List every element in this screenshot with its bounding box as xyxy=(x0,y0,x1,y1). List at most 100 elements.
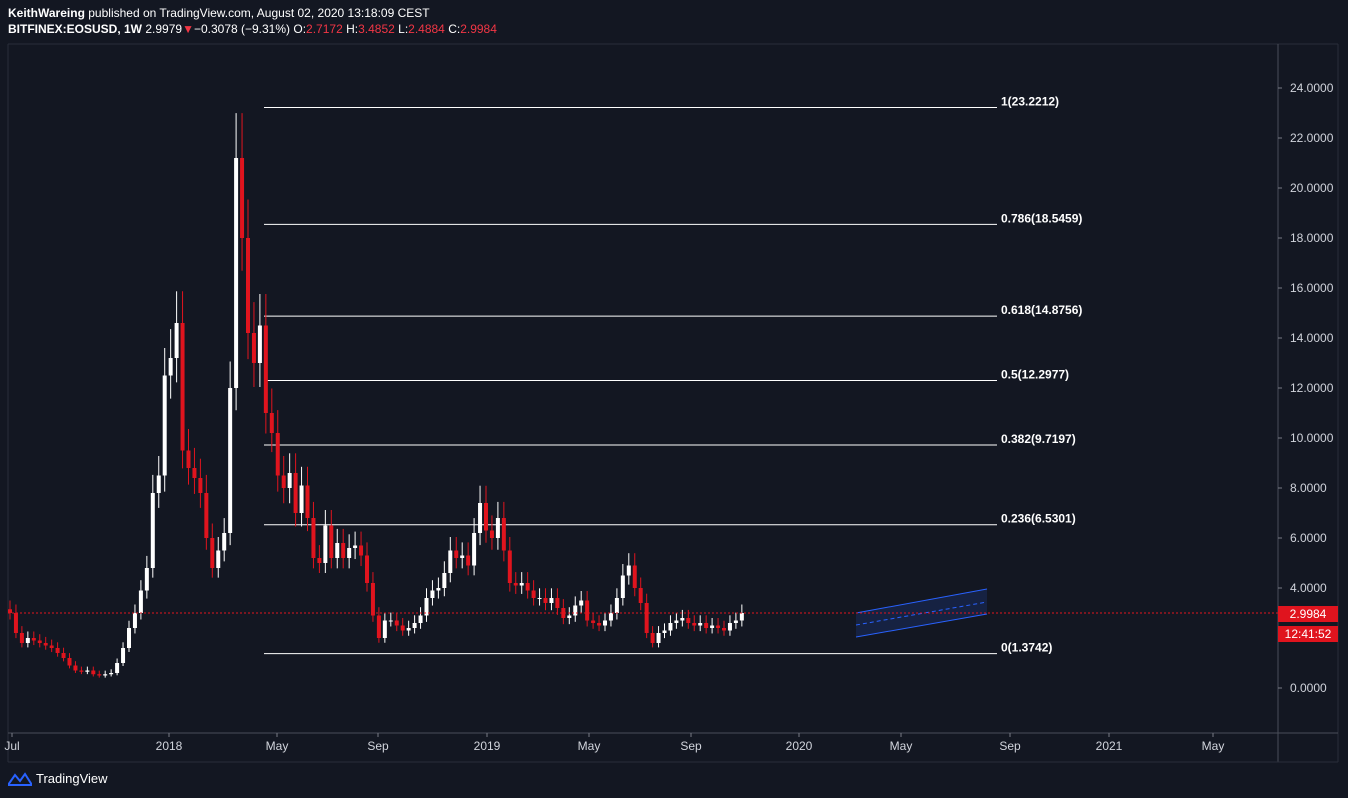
y-tick-label: 18.0000 xyxy=(1290,231,1334,245)
symbol-legend: BITFINEX:EOSUSD, 1W 2.9979▼−0.3078 (−9.3… xyxy=(8,22,497,36)
candle-body xyxy=(507,550,512,583)
fib-level-label: 0.786(18.5459) xyxy=(1001,211,1082,225)
time-axis[interactable]: Jul 2018 May Sep 2019 May Sep 2020 May Sep 2021 May xyxy=(4,733,1224,753)
candle-body xyxy=(650,633,655,643)
candle-body xyxy=(269,413,274,433)
down-arrow-icon: ▼ xyxy=(182,22,194,36)
candle-body xyxy=(150,493,155,568)
high-value: 3.4852 xyxy=(358,22,395,36)
candle-body xyxy=(323,525,328,563)
candle-body xyxy=(519,583,524,586)
x-tick-label: Sep xyxy=(367,739,389,753)
candle-body xyxy=(698,623,703,626)
candlestick-series xyxy=(8,113,744,678)
candle-body xyxy=(501,518,506,551)
x-tick-label: 2021 xyxy=(1096,739,1123,753)
candle-body xyxy=(19,633,24,643)
last-price-tag: 2.9984 xyxy=(1278,606,1338,622)
candle-body xyxy=(67,658,72,666)
y-tick-label: 0.0000 xyxy=(1290,681,1327,695)
y-tick-label: 6.0000 xyxy=(1290,531,1327,545)
candle-body xyxy=(668,623,673,631)
candle-body xyxy=(257,325,262,363)
candle-body xyxy=(662,630,667,633)
candle-body xyxy=(335,543,340,558)
candle-body xyxy=(543,598,548,603)
candle-body xyxy=(299,485,304,513)
candle-body xyxy=(727,623,732,631)
candle-body xyxy=(656,633,661,643)
candle-body xyxy=(608,613,613,621)
candle-body xyxy=(394,620,399,626)
candle-body xyxy=(484,503,488,531)
y-tick-label: 24.0000 xyxy=(1290,81,1334,95)
candle-body xyxy=(192,468,197,478)
candle-body xyxy=(186,450,191,468)
candle-body xyxy=(127,628,131,648)
candle-body xyxy=(162,375,167,476)
y-tick-label: 22.0000 xyxy=(1290,131,1334,145)
candle-body xyxy=(531,590,536,598)
author-name[interactable]: KeithWareing xyxy=(8,6,85,20)
channel-lower-line[interactable] xyxy=(855,613,988,638)
candle-body xyxy=(620,575,625,598)
candle-body xyxy=(513,583,518,586)
candle-body xyxy=(376,615,381,638)
candle-body xyxy=(198,478,203,493)
high-label: H: xyxy=(346,22,359,36)
candle-body xyxy=(347,548,352,558)
candle-body xyxy=(585,600,590,621)
candle-body xyxy=(222,533,227,551)
fibonacci-retracement[interactable]: 1(23.2212) 0.786(18.5459) 0.618(14.8756) 0.… xyxy=(264,94,1082,655)
candle-body xyxy=(156,475,161,493)
last-price: 2.9979 xyxy=(145,22,183,36)
countdown-tag: 12:41:52 xyxy=(1278,626,1338,642)
candle-body xyxy=(115,663,120,673)
candle-body xyxy=(49,645,54,648)
candle-body xyxy=(454,550,459,558)
candle-body xyxy=(341,543,346,558)
x-tick-label: Sep xyxy=(999,739,1021,753)
y-tick-label: 20.0000 xyxy=(1290,181,1334,195)
candle-body xyxy=(412,623,417,628)
candle-body xyxy=(55,648,60,653)
open-label: O: xyxy=(293,22,307,36)
y-tick-label: 12.0000 xyxy=(1290,381,1334,395)
candle-body xyxy=(204,493,209,538)
candle-body xyxy=(370,583,375,616)
open-value: 2.7172 xyxy=(306,22,343,36)
y-tick-label: 16.0000 xyxy=(1290,281,1334,295)
candle-body xyxy=(448,550,453,573)
candle-body xyxy=(722,628,726,631)
candle-body xyxy=(8,609,12,613)
channel-upper-line[interactable] xyxy=(855,588,988,614)
candle-body xyxy=(234,158,239,388)
candle-body xyxy=(109,673,114,675)
low-label: L: xyxy=(398,22,409,36)
candle-body xyxy=(305,485,310,518)
candle-body xyxy=(442,573,447,588)
candle-body xyxy=(591,620,596,623)
candle-body xyxy=(97,674,102,676)
price-axis[interactable]: 24.0000 22.0000 20.0000 18.0000 16.0000 14.00… xyxy=(1278,81,1334,695)
candle-body xyxy=(716,625,721,628)
candle-body xyxy=(472,533,477,566)
x-tick-label: May xyxy=(266,739,289,753)
candle-body xyxy=(61,653,66,658)
candle-body xyxy=(132,613,137,628)
candle-body xyxy=(13,613,18,633)
candle-body xyxy=(240,158,245,238)
candle-body xyxy=(210,538,215,568)
symbol-label[interactable]: BITFINEX:EOSUSD, 1W xyxy=(8,22,143,36)
candle-body xyxy=(251,333,256,363)
tradingview-logo[interactable]: TradingView xyxy=(8,771,108,786)
candle-body xyxy=(739,613,744,621)
candle-body xyxy=(287,473,292,488)
fib-level-label: 0(1.3742) xyxy=(1001,641,1052,655)
x-tick-label: 2019 xyxy=(474,739,501,753)
candle-body xyxy=(567,615,572,618)
candle-body xyxy=(525,583,530,591)
candle-body xyxy=(388,620,393,622)
candle-body xyxy=(79,670,84,672)
